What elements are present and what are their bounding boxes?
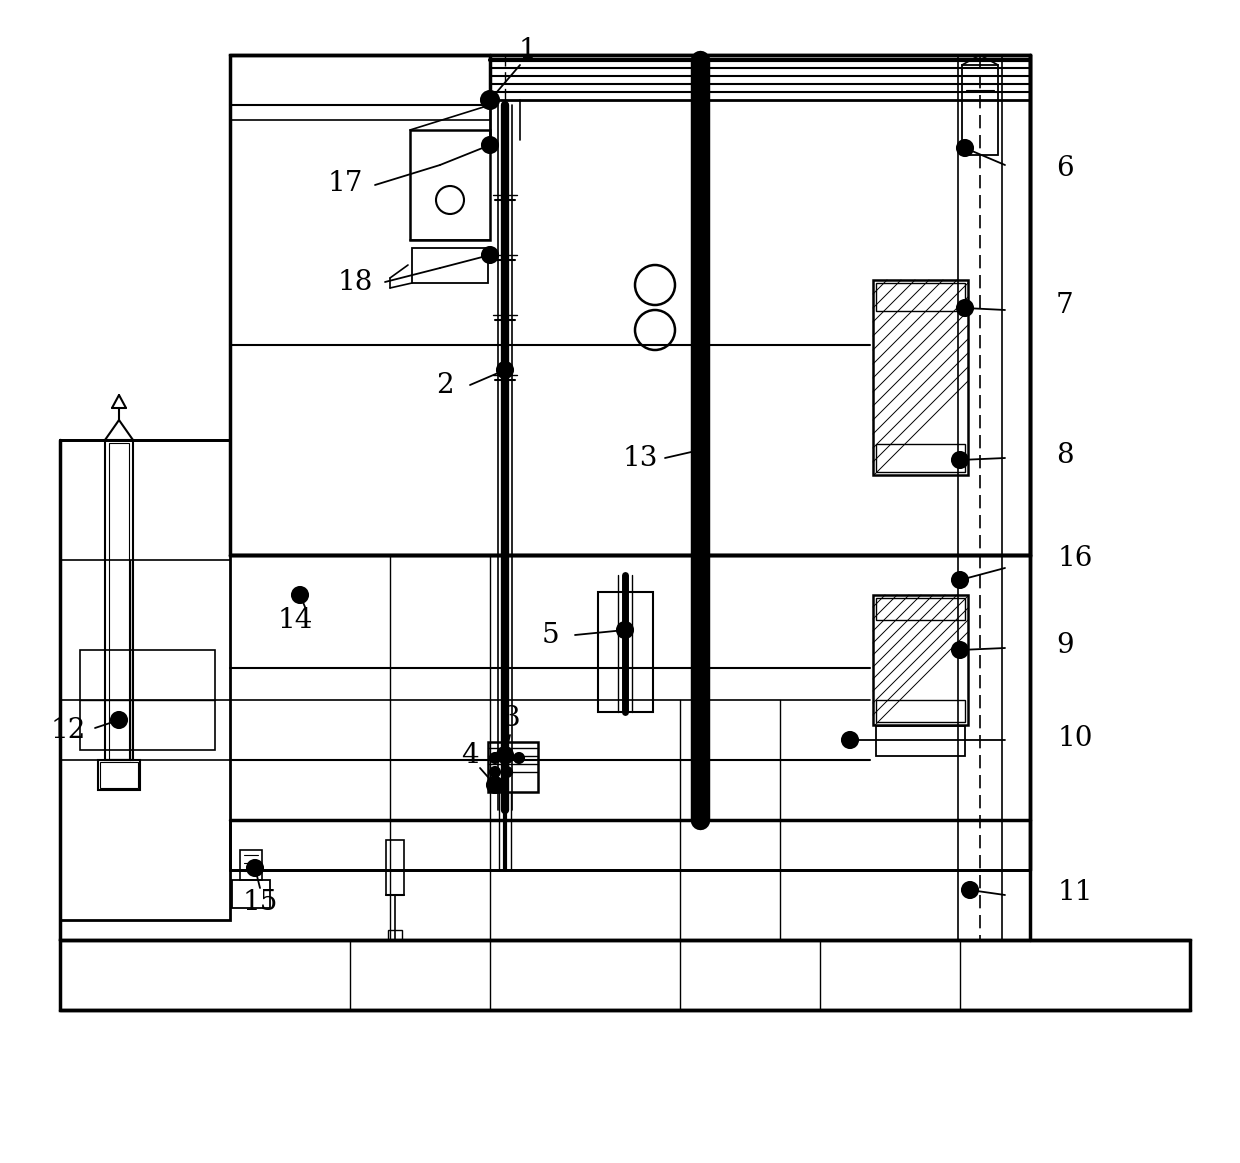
Text: 4: 4 [461, 742, 479, 769]
Text: 8: 8 [1056, 442, 1074, 469]
Text: 15: 15 [242, 890, 278, 916]
Bar [489, 742, 538, 792]
Text: 6: 6 [1056, 155, 1074, 181]
Circle shape [502, 768, 512, 777]
Text: 9: 9 [1056, 632, 1074, 658]
Circle shape [482, 137, 498, 154]
Bar [60, 440, 229, 920]
Bar [875, 283, 965, 311]
Bar [81, 650, 215, 750]
Bar [229, 55, 1030, 555]
Text: 7: 7 [1056, 292, 1074, 319]
Circle shape [490, 752, 500, 763]
Circle shape [952, 572, 968, 588]
Text: 14: 14 [278, 606, 312, 634]
Bar [109, 443, 129, 759]
Bar [100, 762, 138, 789]
Text: 11: 11 [1058, 879, 1092, 906]
Bar [875, 598, 965, 620]
Bar [98, 759, 140, 790]
Text: 5: 5 [541, 621, 559, 649]
Bar [875, 726, 965, 756]
Circle shape [247, 859, 263, 876]
Circle shape [952, 642, 968, 658]
Circle shape [502, 752, 512, 763]
Bar [232, 880, 270, 908]
Circle shape [112, 712, 126, 728]
Bar [229, 820, 1030, 870]
Circle shape [957, 300, 973, 316]
Circle shape [515, 752, 525, 763]
Text: 12: 12 [51, 716, 86, 743]
Bar [873, 595, 968, 725]
Text: 1: 1 [518, 36, 536, 64]
Bar [410, 130, 490, 240]
Bar [105, 440, 133, 759]
Bar [875, 700, 965, 722]
Text: 13: 13 [622, 444, 657, 471]
Bar [598, 592, 653, 712]
Text: 17: 17 [327, 170, 363, 197]
Bar [873, 280, 968, 475]
Circle shape [497, 747, 513, 763]
Circle shape [291, 587, 308, 602]
Bar [962, 65, 998, 155]
Circle shape [618, 622, 632, 638]
Circle shape [481, 91, 498, 109]
Text: 3: 3 [503, 705, 521, 732]
Text: 2: 2 [436, 371, 454, 399]
Text: 18: 18 [337, 269, 373, 295]
Circle shape [962, 882, 978, 898]
Text: 16: 16 [1058, 544, 1092, 571]
Circle shape [692, 442, 708, 458]
Bar [60, 940, 1190, 1009]
Bar [412, 248, 489, 283]
Circle shape [957, 140, 973, 156]
Circle shape [490, 768, 500, 777]
Circle shape [842, 732, 858, 748]
Bar [386, 840, 404, 896]
Circle shape [497, 362, 513, 378]
Bar [241, 850, 262, 880]
Circle shape [487, 777, 503, 793]
Circle shape [952, 452, 968, 468]
Circle shape [482, 247, 498, 263]
Bar [875, 444, 965, 472]
Text: 10: 10 [1058, 725, 1092, 751]
Bar [388, 930, 402, 940]
